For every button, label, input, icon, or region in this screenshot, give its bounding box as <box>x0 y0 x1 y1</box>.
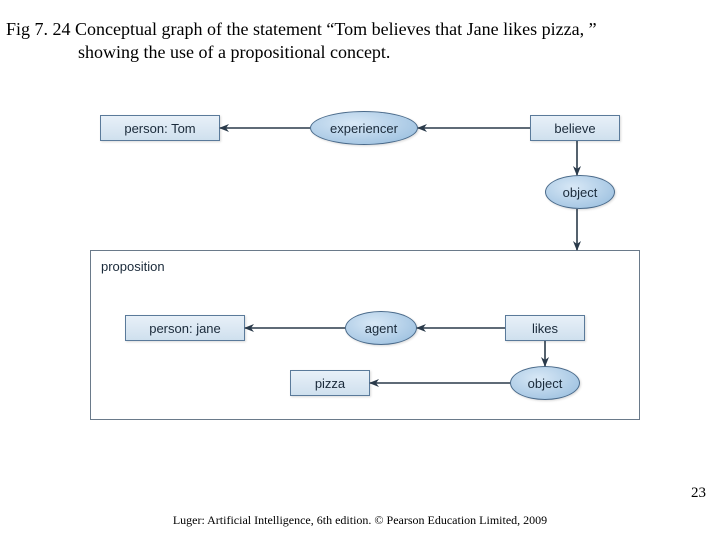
figure-caption: Fig 7. 24 Conceptual graph of the statem… <box>6 18 597 65</box>
page-number: 23 <box>691 485 706 502</box>
edges-layer <box>60 115 660 455</box>
conceptual-graph-diagram: proposition person: Tom experiencer beli… <box>60 115 660 455</box>
caption-line1: Fig 7. 24 Conceptual graph of the statem… <box>6 18 597 41</box>
footer-citation: Luger: Artificial Intelligence, 6th edit… <box>0 513 720 528</box>
caption-line2: showing the use of a propositional conce… <box>6 41 597 64</box>
